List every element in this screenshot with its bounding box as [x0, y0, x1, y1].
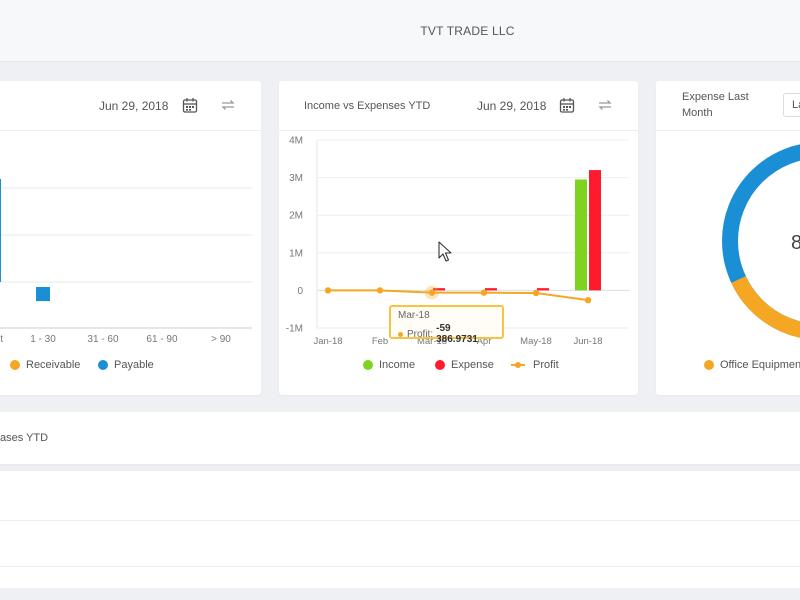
profit-point[interactable] [532, 289, 540, 297]
tooltip-dot-icon [398, 331, 403, 337]
donut-segment-blue[interactable] [722, 144, 800, 338]
table-row-divider [0, 520, 800, 521]
mouse-cursor-icon [438, 241, 452, 262]
legend-payable[interactable]: Payable [98, 359, 154, 371]
income-expenses-card: Income vs Expenses YTD Jun 29, 2018 4M 3M… [279, 81, 638, 395]
calendar-icon[interactable] [182, 97, 198, 114]
x-tick-label: Mar-18 [417, 336, 447, 347]
expense-card-title-line1: Expense Last [682, 91, 749, 103]
office-equipment-dot-icon [704, 360, 714, 370]
x-tick-label: 61 - 90 [146, 334, 178, 345]
expense-donut-chart: 8 [722, 144, 800, 338]
expense-bar[interactable] [433, 288, 445, 291]
legend-income[interactable]: Income [363, 359, 415, 371]
profit-line [328, 289, 589, 302]
income-card-title: Income vs Expenses YTD [304, 100, 431, 112]
income-card-header: Income vs Expenses YTD Jun 29, 2018 [279, 81, 638, 131]
legend-receivable[interactable]: Receivable [10, 359, 80, 371]
y-tick-label: 2M [289, 211, 303, 222]
y-tick-label: 0 [297, 286, 303, 297]
purchases-card-title: ases YTD [0, 432, 49, 444]
receivable-dot-icon [10, 360, 20, 370]
income-date: Jun 29, 2018 [477, 99, 547, 113]
aging-card: Jun 29, 2018 t 1 - 30 31 - 60 61 - 90 > 90 R… [0, 81, 261, 395]
expense-card-title-line2: Month [682, 107, 713, 119]
expense-legend: Office Equipmen [656, 359, 800, 375]
purchases-card: ases YTD [0, 412, 800, 464]
aging-chart: t 1 - 30 31 - 60 61 - 90 > 90 [0, 179, 252, 345]
y-tick-label: -1M [286, 324, 303, 335]
donut-center-value: 8 [791, 232, 800, 254]
profit-line-icon [511, 362, 525, 368]
refresh-icon[interactable] [597, 97, 613, 113]
expense-card-header: Expense Last Month [656, 81, 800, 131]
aging-legend: Receivable Payable [0, 359, 261, 375]
x-tick-label: t [0, 334, 3, 345]
y-tick-label: 3M [289, 173, 303, 184]
profit-point[interactable] [480, 289, 488, 296]
tooltip-label: Profit: [407, 328, 434, 340]
donut-segment-office-equipment[interactable] [731, 275, 800, 338]
legend-office-equipment[interactable]: Office Equipmen [704, 359, 800, 371]
expense-bar[interactable] [485, 288, 497, 291]
income-legend: Income Expense Profit [279, 359, 638, 375]
expense-bar[interactable] [537, 288, 549, 291]
income-dot-icon [363, 360, 373, 370]
x-tick-label: May-18 [520, 336, 552, 347]
x-tick-label: 1 - 30 [30, 334, 56, 345]
profit-point[interactable] [324, 287, 332, 294]
company-name: TVT TRADE LLC [420, 24, 515, 38]
profit-point[interactable] [428, 289, 436, 296]
expense-dot-icon [435, 360, 445, 370]
x-tick-label: > 90 [211, 334, 231, 345]
legend-profit[interactable]: Profit [511, 359, 559, 371]
profit-point[interactable] [584, 296, 592, 304]
income-bar[interactable] [575, 179, 587, 291]
tooltip-value: -59 386.9731 [436, 323, 478, 345]
tooltip-title: Mar-18 [398, 310, 430, 321]
expense-bar[interactable] [589, 170, 601, 291]
x-tick-label: Apr [477, 336, 492, 347]
table-row-divider [0, 470, 800, 471]
profit-point[interactable] [376, 287, 384, 294]
x-tick-label: Feb [372, 336, 388, 347]
x-tick-label: Jun-18 [573, 336, 602, 347]
payable-bar[interactable] [36, 287, 50, 302]
y-tick-label: 4M [289, 136, 303, 147]
expense-last-month-card: Expense Last Month 8 Office Equipmen [656, 81, 800, 395]
x-tick-label: 31 - 60 [87, 334, 119, 345]
profit-tooltip: Mar-18 Profit: -59 386.9731 [389, 305, 504, 345]
legend-expense[interactable]: Expense [435, 359, 494, 371]
purchases-table [0, 470, 800, 588]
top-bar: TVT TRADE LLC [0, 0, 800, 62]
aging-card-header: Jun 29, 2018 [0, 81, 261, 131]
aging-date: Jun 29, 2018 [99, 99, 169, 113]
payable-dot-icon [98, 360, 108, 370]
calendar-icon[interactable] [559, 97, 575, 114]
y-tick-label: 1M [289, 248, 303, 259]
period-select[interactable]: La [783, 93, 800, 117]
table-row-divider [0, 566, 800, 567]
refresh-icon[interactable] [220, 97, 236, 113]
x-tick-label: Jan-18 [313, 336, 342, 347]
income-expenses-chart: 4M 3M 2M 1M 0 -1M Jan-18 Feb Mar-18 Apr May-18 Jun-… [286, 136, 629, 347]
